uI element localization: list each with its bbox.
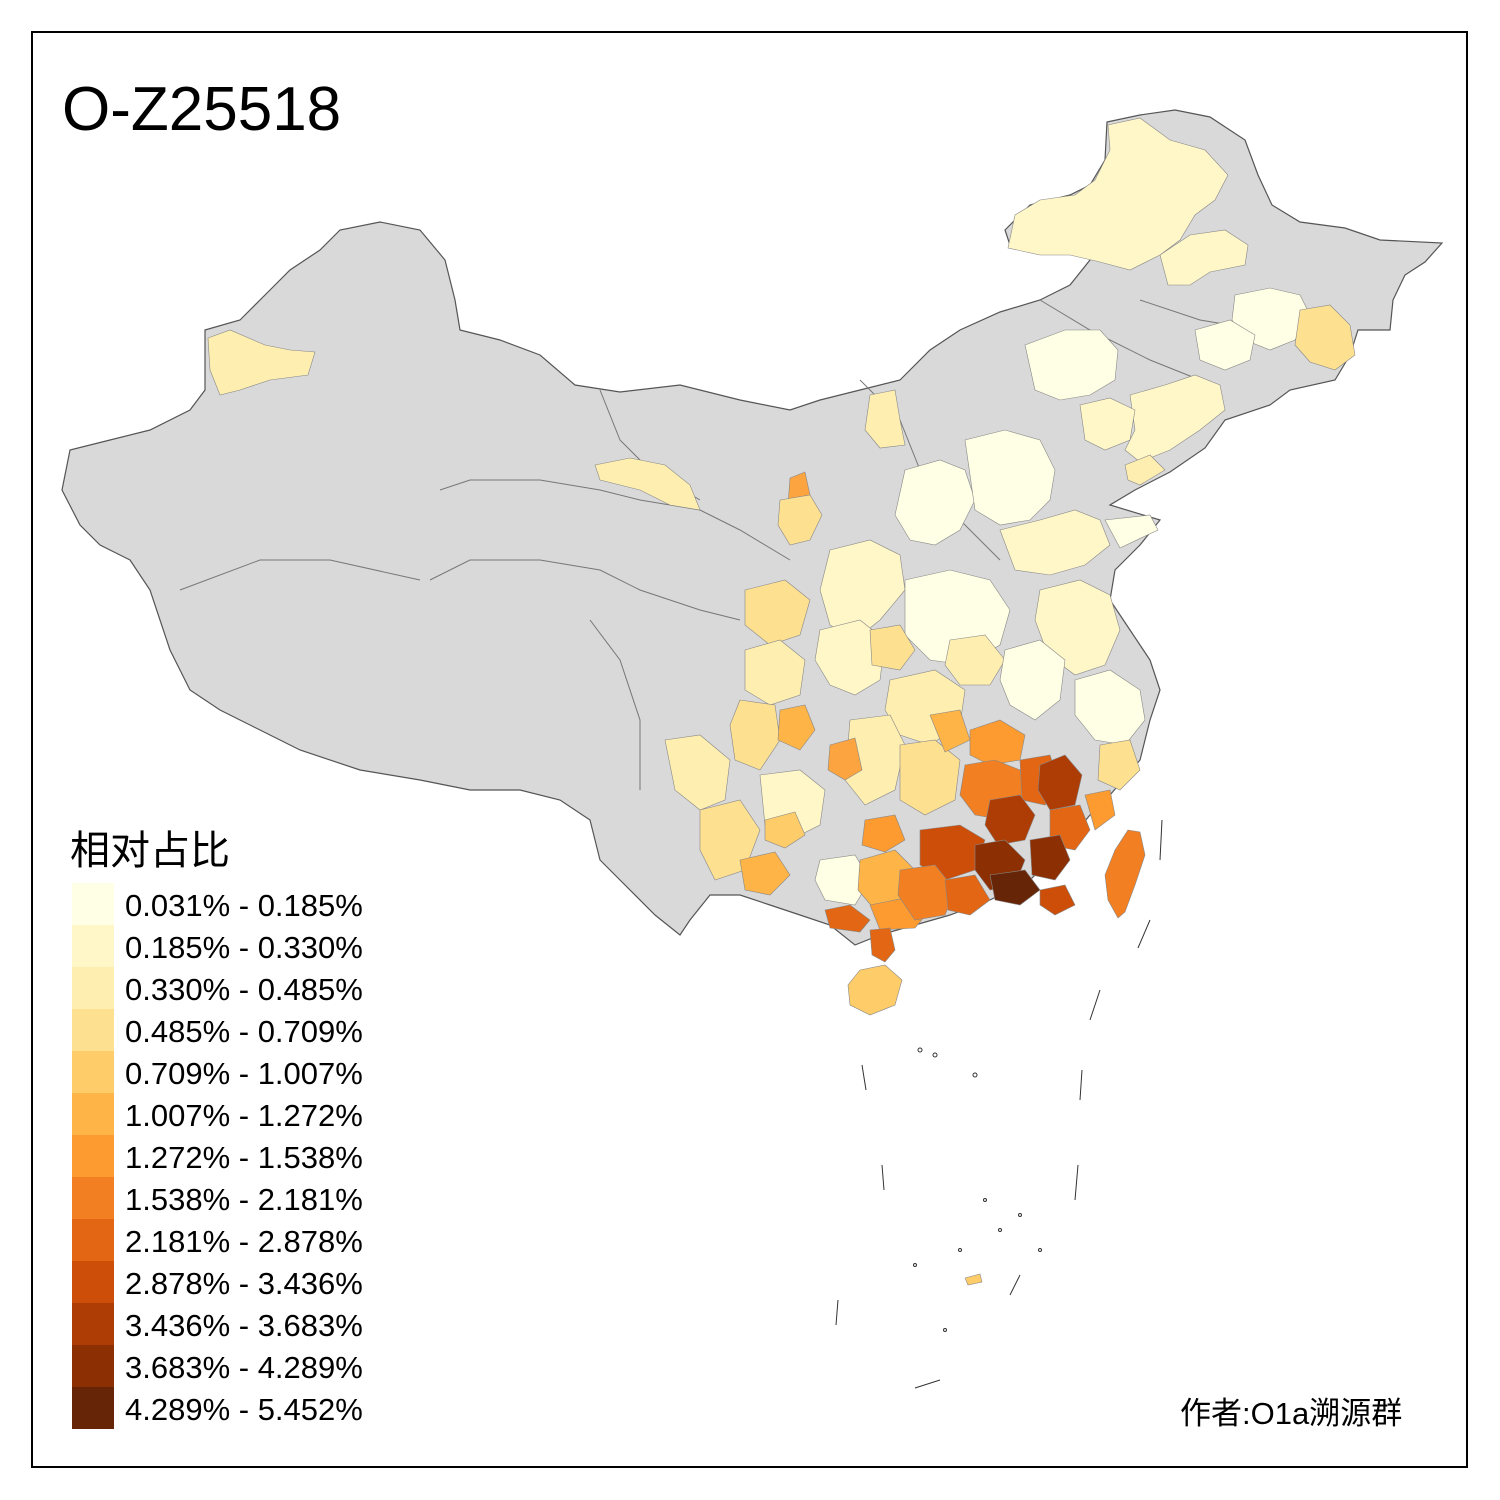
region-guangdong-north (984, 794, 1036, 846)
region-shandong (999, 509, 1111, 576)
legend-label: 0.485% - 0.709% (125, 1014, 363, 1049)
region-guangxi-west (814, 854, 871, 906)
legend-swatch (72, 1093, 114, 1135)
region-anhui (999, 639, 1066, 721)
legend-label: 0.031% - 0.185% (125, 888, 363, 923)
region-yunnan-north (664, 734, 731, 811)
legend-label: 0.709% - 1.007% (125, 1056, 363, 1091)
region-hebei-north (1079, 397, 1136, 451)
legend-swatch (72, 1177, 114, 1219)
legend-label: 0.185% - 0.330% (125, 930, 363, 965)
region-zhejiang-south (1097, 739, 1141, 791)
region-gansu-corridor (594, 457, 701, 511)
map-title: O-Z25518 (62, 75, 342, 144)
region-guangxi-south (824, 904, 871, 933)
region-inner-mongolia-south (864, 389, 906, 449)
legend-label: 0.330% - 0.485% (125, 972, 363, 1007)
legend-swatch (72, 1219, 114, 1261)
region-xinjiang-north (207, 329, 316, 396)
region-guangdong-sw (944, 874, 991, 916)
author-credit: 作者:O1a溯源群 (1180, 1396, 1403, 1431)
province-borders (179, 299, 1261, 790)
region-sichuan (729, 699, 781, 771)
region-hainan (847, 964, 903, 1016)
legend-swatch (72, 1387, 114, 1429)
legend-label: 2.878% - 3.436% (125, 1266, 363, 1301)
region-jilin-east (1294, 304, 1356, 371)
legend-swatch (72, 883, 114, 925)
legend-title: 相对占比 (70, 829, 230, 873)
region-guangdong-east (1029, 834, 1071, 881)
legend-swatch (72, 1135, 114, 1177)
legend-label: 1.538% - 2.181% (125, 1182, 363, 1217)
legend-label: 3.683% - 4.289% (125, 1350, 363, 1385)
region-heilongjiang-west (1159, 229, 1249, 286)
region-henan-south (944, 634, 1006, 686)
region-chongqing-east (869, 624, 916, 671)
region-jiangsu (1034, 579, 1121, 676)
legend-swatch (72, 1261, 114, 1303)
region-taiwan (1104, 829, 1146, 919)
region-guangdong-west (897, 864, 956, 921)
region-fujian-north (1037, 754, 1083, 811)
map-frame (31, 31, 1468, 1468)
region-leizhou (869, 927, 896, 963)
legend-label: 1.272% - 1.538% (125, 1140, 363, 1175)
region-guizhou-east (827, 737, 863, 781)
legend-swatch (72, 1009, 114, 1051)
south-china-sea-marks (835, 819, 1163, 1389)
region-chongqing (814, 619, 886, 696)
region-gansu-south (744, 579, 811, 646)
region-inner-mongolia-mid (1024, 329, 1119, 401)
region-sichuan-north (744, 639, 806, 706)
legend-swatch (72, 1303, 114, 1345)
region-guangxi-north (861, 814, 906, 853)
region-yunnan-south (739, 851, 791, 896)
legend-swatch (72, 925, 114, 967)
region-yunnan-mid (764, 811, 806, 849)
legend-label: 1.007% - 1.272% (125, 1098, 363, 1133)
legend-label: 2.181% - 2.878% (125, 1224, 363, 1259)
region-shandong-east (1104, 514, 1159, 549)
legend-swatch (72, 967, 114, 1009)
region-zhejiang (1074, 669, 1146, 746)
region-hebei (964, 429, 1056, 526)
region-shanxi (894, 459, 976, 546)
legend-label: 3.436% - 3.683% (125, 1308, 363, 1343)
data-regions (207, 117, 1356, 1016)
region-guangdong-core (989, 869, 1041, 906)
region-inner-mongolia-east (1007, 117, 1229, 271)
region-hunan (899, 739, 961, 816)
region-guangdong-coast (1039, 884, 1076, 916)
region-liaoning (1124, 374, 1226, 463)
legend-swatch (72, 1345, 114, 1387)
legend-swatch (72, 1051, 114, 1093)
legend-label: 4.289% - 5.452% (125, 1392, 363, 1427)
region-shaanxi (819, 539, 906, 641)
island-south (964, 1273, 983, 1286)
region-sichuan-east (777, 704, 816, 751)
region-liaoning-north (1194, 319, 1256, 371)
region-fujian-coast (1084, 789, 1116, 831)
region-liaoning-coast (1124, 454, 1166, 486)
region-ningxia-south (777, 494, 823, 546)
